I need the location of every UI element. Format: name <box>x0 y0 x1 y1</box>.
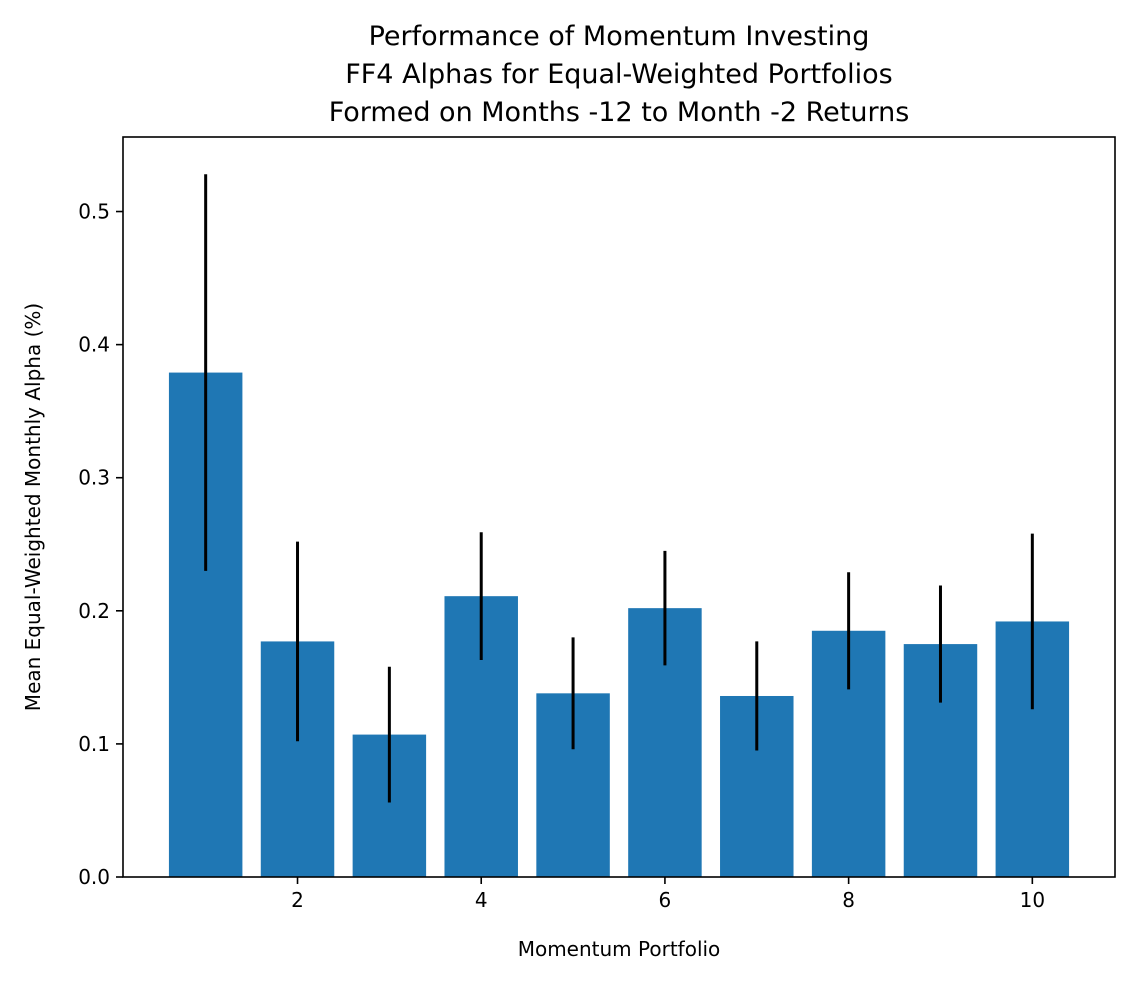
x-tick-label: 2 <box>291 888 304 912</box>
y-axis-ticks: 0.0 0.1 0.2 0.3 0.4 0.5 <box>78 200 123 889</box>
chart-title: Performance of Momentum Investing FF4 Al… <box>329 21 910 128</box>
y-tick-label: 0.0 <box>78 865 110 889</box>
y-tick-label: 0.5 <box>78 200 110 224</box>
y-tick-label: 0.1 <box>78 732 110 756</box>
x-axis-ticks: 2 4 6 8 10 <box>291 877 1045 912</box>
error-bars <box>204 174 1034 803</box>
x-tick-label: 8 <box>842 888 855 912</box>
chart-title-line-3: Formed on Months -12 to Month -2 Returns <box>329 97 910 128</box>
x-axis-label: Momentum Portfolio <box>518 937 721 961</box>
x-tick-label: 4 <box>475 888 488 912</box>
plot-frame <box>122 136 1116 878</box>
chart-title-line-1: Performance of Momentum Investing <box>369 21 870 52</box>
bars <box>168 372 1070 877</box>
x-tick-label: 10 <box>1020 888 1045 912</box>
x-tick-label: 6 <box>659 888 672 912</box>
y-tick-label: 0.3 <box>78 466 110 490</box>
y-tick-label: 0.2 <box>78 599 110 623</box>
chart-title-line-2: FF4 Alphas for Equal-Weighted Portfolios <box>345 59 893 90</box>
y-axis-label: Mean Equal-Weighted Monthly Alpha (%) <box>21 303 45 711</box>
y-tick-label: 0.4 <box>78 333 110 357</box>
